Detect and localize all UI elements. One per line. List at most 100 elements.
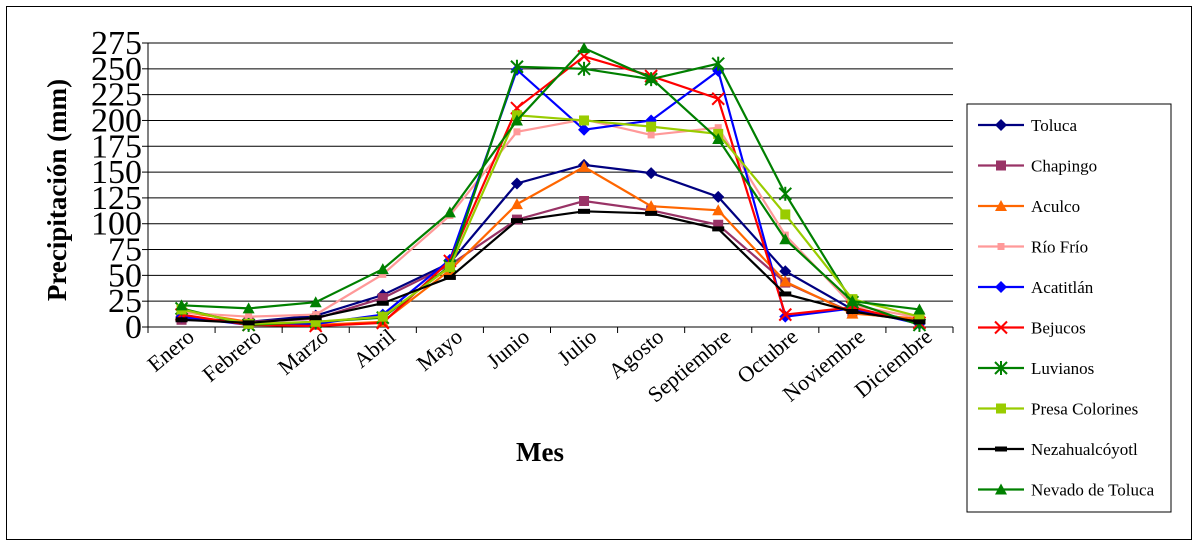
series-bejucos <box>174 49 927 333</box>
y-tick-label: 75 <box>108 232 142 269</box>
legend-item: Bejucos <box>978 319 1086 338</box>
marker <box>996 403 1006 414</box>
marker <box>578 123 591 136</box>
marker <box>309 315 322 321</box>
marker <box>245 313 253 321</box>
marker <box>913 319 926 325</box>
marker <box>712 204 725 216</box>
marker <box>175 317 188 323</box>
marker <box>443 274 456 280</box>
marker <box>242 320 255 326</box>
marker <box>242 302 255 314</box>
marker <box>645 72 658 84</box>
marker <box>312 311 320 319</box>
legend-item: Luvianos <box>978 359 1094 378</box>
legend-label: Toluca <box>1031 116 1077 135</box>
legend-item: Río Frío <box>978 238 1088 257</box>
marker <box>778 307 792 322</box>
y-axis-title: Precipitación (mm) <box>42 79 72 301</box>
marker <box>377 293 388 304</box>
legend-item: Aculco <box>978 197 1080 216</box>
legend-label: Chapingo <box>1031 157 1097 176</box>
marker <box>995 200 1007 211</box>
marker <box>914 311 925 322</box>
marker <box>712 226 725 232</box>
series-lines <box>174 42 927 333</box>
marker <box>645 200 658 212</box>
y-tick-label: 50 <box>108 257 142 294</box>
series-presa-colorines <box>176 110 925 329</box>
marker <box>444 262 455 273</box>
y-tick-label: 150 <box>91 154 142 191</box>
y-tick-label: 0 <box>125 309 142 346</box>
marker <box>647 131 655 139</box>
marker <box>712 190 725 203</box>
marker <box>778 186 792 201</box>
y-tick-label: 125 <box>91 180 142 217</box>
y-tick-label: 175 <box>91 128 142 165</box>
marker <box>779 291 792 297</box>
series-acatitl-n <box>175 63 926 331</box>
x-tick-label: Mayo <box>412 324 467 376</box>
y-tick-label: 275 <box>91 25 142 62</box>
marker <box>309 296 322 308</box>
legend-item: Nevado de Toluca <box>978 481 1155 500</box>
x-tick-label: Abril <box>348 324 400 373</box>
series-toluca <box>175 158 926 328</box>
series-line <box>181 114 920 326</box>
marker <box>376 300 389 306</box>
legend-label: Luvianos <box>1031 359 1094 378</box>
marker <box>994 320 1008 335</box>
marker <box>995 281 1007 293</box>
x-tick-label: Junio <box>482 324 535 374</box>
legend-item: Toluca <box>978 116 1077 135</box>
marker <box>579 115 590 126</box>
marker <box>712 133 725 145</box>
series-line <box>181 163 920 323</box>
marker-stroke <box>778 307 792 322</box>
marker <box>779 275 792 287</box>
marker <box>997 243 1005 250</box>
legend-label: Río Frío <box>1031 238 1088 257</box>
legend-label: Nezahualcóyotl <box>1031 440 1138 459</box>
y-tick-label: 250 <box>91 51 142 88</box>
series-line <box>181 55 920 328</box>
x-axis-title: Mes <box>516 437 564 467</box>
legend-label: Nevado de Toluca <box>1031 481 1155 500</box>
marker <box>779 233 792 245</box>
legend-label: Bejucos <box>1031 319 1086 338</box>
x-tick-label: Enero <box>142 324 198 377</box>
series-nevado-de-toluca <box>175 42 926 315</box>
legend-item: Nezahualcóyotl <box>978 440 1138 459</box>
marker <box>995 446 1007 452</box>
marker <box>579 196 590 207</box>
series-line <box>181 67 920 327</box>
marker <box>994 361 1008 375</box>
legend-item: Acatitlán <box>978 278 1094 297</box>
marker <box>711 56 725 71</box>
marker <box>310 316 321 327</box>
marker <box>443 206 456 218</box>
marker <box>376 263 389 275</box>
marker <box>846 309 859 315</box>
legend-label: Acatitlán <box>1031 278 1094 297</box>
marker <box>510 59 524 74</box>
marker <box>577 61 591 76</box>
marker <box>510 198 523 210</box>
legend-item: Chapingo <box>978 157 1097 176</box>
marker <box>996 160 1006 171</box>
marker <box>995 119 1007 131</box>
marker <box>379 270 387 278</box>
legend-label: Presa Colorines <box>1031 400 1138 419</box>
y-tick-label: 200 <box>91 102 142 139</box>
legend-item: Presa Colorines <box>978 400 1138 419</box>
marker <box>175 299 188 311</box>
marker <box>779 265 792 278</box>
y-tick-label: 100 <box>91 206 142 243</box>
marker <box>578 208 591 214</box>
marker-stroke <box>994 320 1008 335</box>
marker <box>780 209 791 220</box>
x-tick-label: Febrero <box>197 324 265 387</box>
